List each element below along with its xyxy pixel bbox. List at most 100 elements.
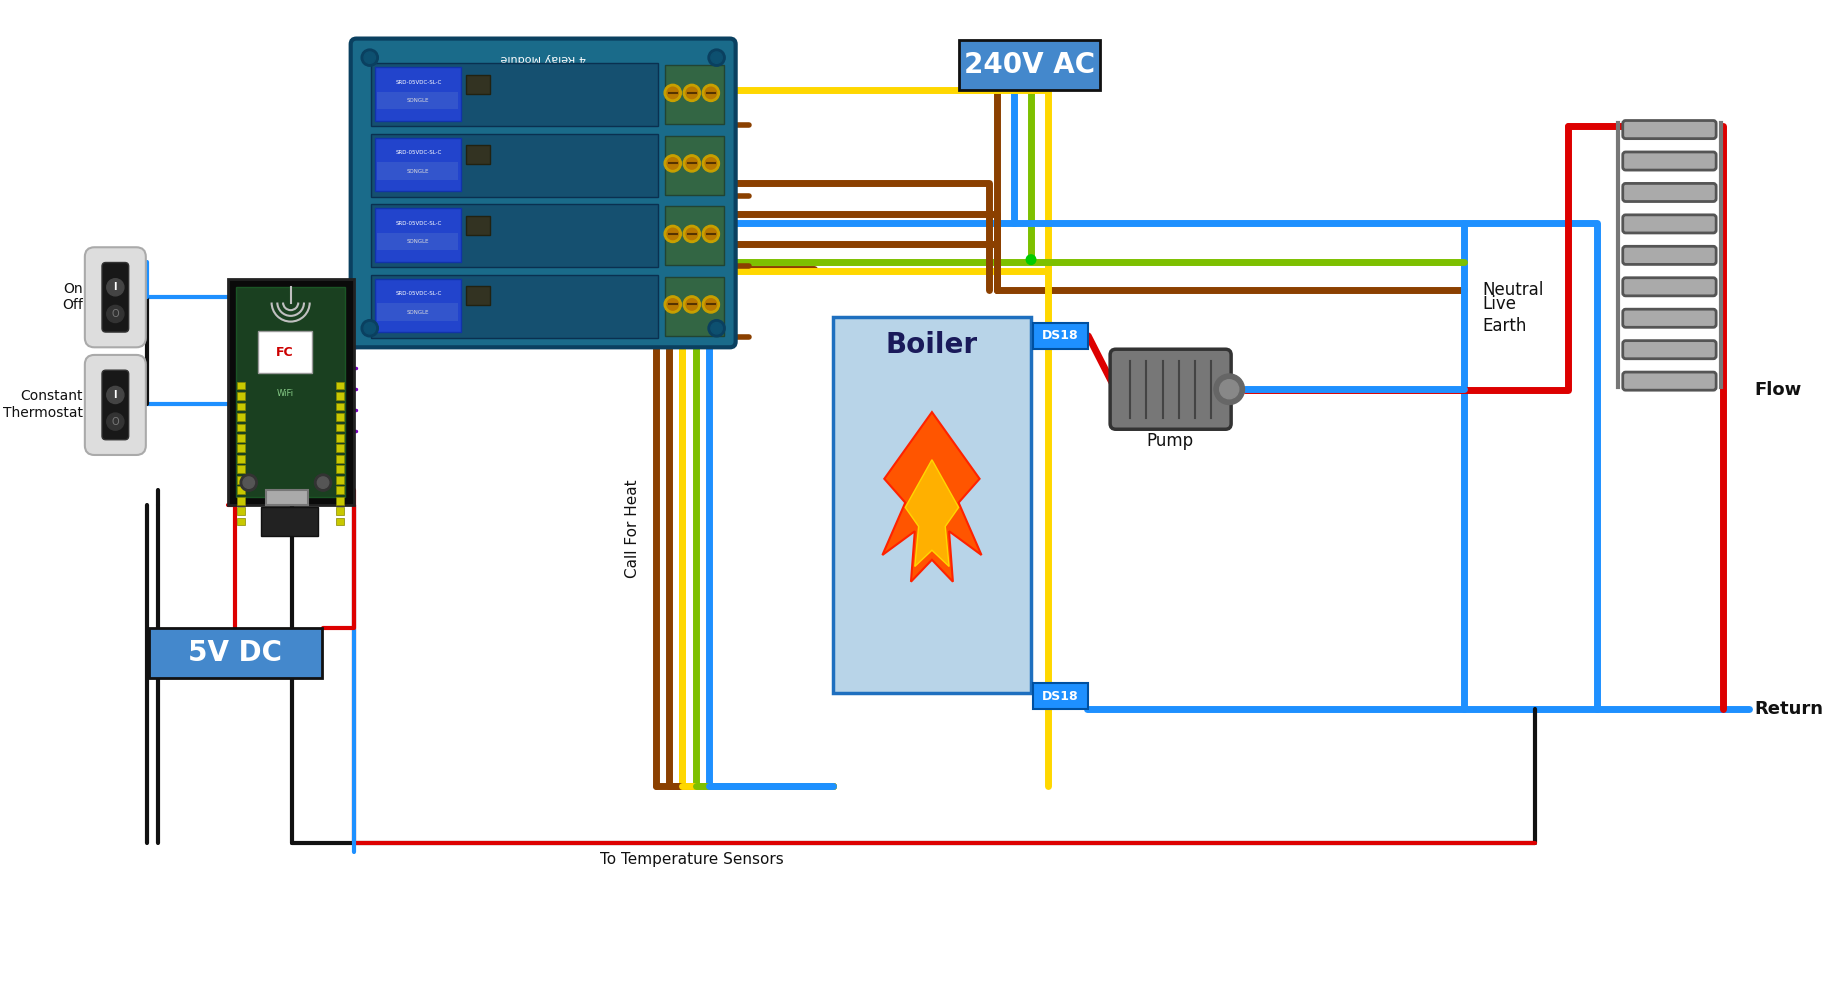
Circle shape (1214, 374, 1243, 405)
FancyBboxPatch shape (1622, 247, 1715, 264)
Text: FC: FC (275, 346, 294, 358)
Text: O: O (111, 309, 118, 319)
Circle shape (667, 157, 678, 169)
FancyBboxPatch shape (102, 370, 129, 440)
Text: SRD-05VDC-SL-C: SRD-05VDC-SL-C (396, 221, 441, 226)
Circle shape (365, 323, 376, 334)
Bar (237, 455, 244, 462)
FancyBboxPatch shape (1622, 183, 1715, 202)
Circle shape (707, 50, 726, 66)
Text: I: I (113, 390, 117, 400)
Text: I: I (113, 282, 117, 292)
Text: To Temperature Sensors: To Temperature Sensors (600, 852, 784, 867)
Text: SONGLE: SONGLE (407, 98, 428, 103)
Circle shape (664, 154, 682, 172)
Bar (465, 286, 490, 305)
Bar (335, 465, 345, 473)
Bar (833, 317, 1030, 693)
Circle shape (108, 279, 124, 296)
Text: 10A 125VAC  10A 28VDC: 10A 125VAC 10A 28VDC (390, 175, 445, 179)
Text: SONGLE: SONGLE (407, 168, 428, 173)
Text: 4 Relay Module: 4 Relay Module (500, 52, 585, 62)
Text: WiFi: WiFi (277, 388, 294, 398)
FancyBboxPatch shape (1622, 372, 1715, 390)
FancyBboxPatch shape (1110, 349, 1231, 430)
Bar (335, 381, 345, 389)
Polygon shape (882, 412, 981, 582)
Circle shape (664, 296, 682, 313)
Circle shape (706, 229, 716, 240)
Text: Call For Heat: Call For Heat (625, 479, 640, 577)
Text: 10A 250VAC  10A 30VDC: 10A 250VAC 10A 30VDC (390, 163, 445, 167)
Circle shape (707, 320, 726, 337)
Circle shape (711, 323, 722, 334)
Bar (237, 497, 244, 505)
Circle shape (664, 84, 682, 101)
Circle shape (108, 386, 124, 404)
Text: Constant
Thermostat: Constant Thermostat (4, 389, 82, 420)
Text: On
Off: On Off (62, 282, 82, 312)
Bar (335, 508, 345, 515)
Bar (228, 279, 354, 506)
Text: Flow: Flow (1754, 381, 1801, 399)
Circle shape (242, 477, 255, 488)
FancyBboxPatch shape (1622, 341, 1715, 358)
Circle shape (361, 50, 377, 66)
Bar (259, 331, 312, 373)
Bar (335, 518, 345, 526)
Bar (1032, 683, 1088, 710)
FancyBboxPatch shape (1622, 309, 1715, 328)
Bar (376, 67, 461, 121)
Bar (237, 381, 244, 389)
Bar (370, 63, 658, 127)
Bar (377, 162, 458, 179)
Bar (335, 424, 345, 432)
Text: SRD-05VDC-SL-C: SRD-05VDC-SL-C (396, 291, 441, 296)
Text: 10A 250VAC  10A 30VDC: 10A 250VAC 10A 30VDC (390, 93, 445, 97)
Bar (237, 465, 244, 473)
Bar (237, 392, 244, 400)
Circle shape (702, 84, 718, 101)
Bar (335, 455, 345, 462)
Text: O: O (111, 417, 118, 427)
Bar (376, 279, 461, 332)
Bar (465, 75, 490, 94)
Text: 10A 125VAC  10A 28VDC: 10A 125VAC 10A 28VDC (390, 316, 445, 320)
Circle shape (365, 51, 376, 63)
Text: 10A 250VAC  10A 30VDC: 10A 250VAC 10A 30VDC (390, 304, 445, 308)
FancyBboxPatch shape (102, 262, 129, 332)
Bar (335, 486, 345, 494)
Text: Pump: Pump (1147, 432, 1192, 449)
Text: 5V DC: 5V DC (188, 640, 283, 667)
Bar (335, 392, 345, 400)
Text: Neutral: Neutral (1482, 281, 1544, 299)
Bar (335, 476, 345, 483)
Bar (370, 204, 658, 267)
Bar (335, 403, 345, 410)
Bar (376, 138, 461, 191)
Bar (335, 413, 345, 421)
Bar (959, 41, 1099, 90)
Text: Live: Live (1482, 295, 1517, 314)
Bar (335, 434, 345, 442)
Circle shape (317, 477, 328, 488)
Bar (237, 424, 244, 432)
Bar (665, 277, 724, 336)
Circle shape (685, 87, 696, 99)
Text: 10A 125VAC  10A 28VDC: 10A 125VAC 10A 28VDC (390, 104, 445, 108)
Bar (149, 629, 323, 678)
FancyBboxPatch shape (350, 39, 735, 347)
Text: SRD-05VDC-SL-C: SRD-05VDC-SL-C (396, 80, 441, 85)
Circle shape (667, 229, 678, 240)
Circle shape (685, 299, 696, 310)
Circle shape (706, 299, 716, 310)
Text: SONGLE: SONGLE (407, 310, 428, 315)
Circle shape (706, 157, 716, 169)
Circle shape (241, 474, 257, 491)
Bar (237, 518, 244, 526)
Circle shape (108, 413, 124, 431)
Bar (335, 445, 345, 452)
Circle shape (684, 84, 700, 101)
Bar (335, 497, 345, 505)
Bar (237, 508, 244, 515)
